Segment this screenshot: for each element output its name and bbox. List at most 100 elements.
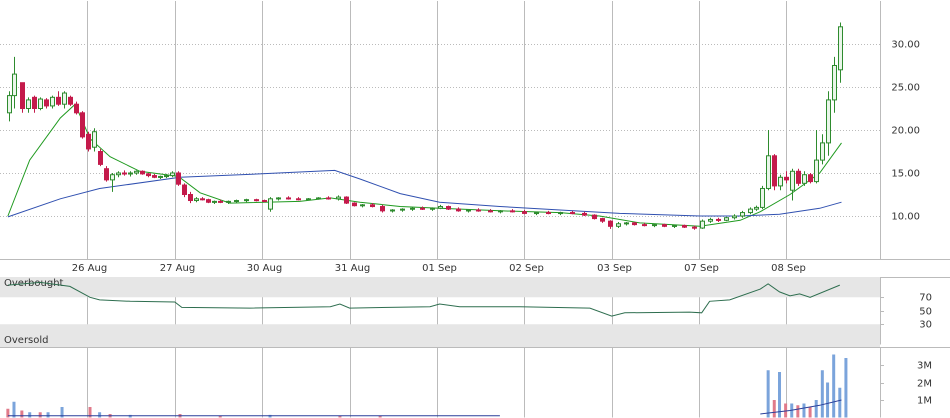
candle-body <box>838 26 843 71</box>
y-tick-label: 20.00 <box>891 126 920 137</box>
candle-body <box>182 184 187 195</box>
y-tick-label: 30 <box>919 320 932 331</box>
x-tick-label: 31 Aug <box>335 263 370 274</box>
candle-body <box>420 207 425 210</box>
candle-body <box>12 73 17 97</box>
candle-body <box>438 206 443 209</box>
candle-body <box>740 212 745 217</box>
candle-body <box>802 174 807 184</box>
candle-body <box>98 151 103 165</box>
candle-body <box>26 99 31 110</box>
volume-bar <box>814 400 818 418</box>
candle-body <box>692 226 697 229</box>
x-tick-label: 01 Sep <box>422 263 457 274</box>
volume-bar <box>12 401 16 418</box>
candle-body <box>86 133 91 150</box>
candle-body <box>558 212 563 215</box>
candle-body <box>600 218 605 222</box>
candle-body <box>336 196 341 200</box>
candle-body <box>352 202 357 207</box>
candle-body <box>134 170 139 174</box>
candle-body <box>760 187 765 208</box>
candle-body <box>488 210 493 213</box>
volume-average <box>7 399 842 417</box>
candle-body <box>766 155 771 189</box>
rsi-line <box>7 281 840 317</box>
volume-bar <box>20 410 24 418</box>
candle-body <box>20 82 25 109</box>
candle-body <box>390 209 395 212</box>
candle-body <box>624 222 629 225</box>
candle-body <box>44 99 49 107</box>
candle-body <box>176 172 181 185</box>
volume-bar <box>778 372 782 418</box>
candle-body <box>546 212 551 215</box>
candle-body <box>642 224 647 227</box>
candle-body <box>534 212 539 215</box>
x-tick-label: 26 Aug <box>72 263 107 274</box>
candle-body <box>826 99 831 144</box>
candle-body <box>672 224 677 227</box>
candle-body <box>212 200 217 203</box>
candle-body <box>796 170 801 184</box>
candle-body <box>784 176 789 181</box>
candle-body <box>170 172 175 177</box>
candle-body <box>286 197 291 200</box>
y-tick-label: 30.00 <box>891 40 920 51</box>
volume-bar <box>218 415 222 418</box>
candle-body <box>140 170 145 175</box>
candle-body <box>814 159 819 183</box>
candle-body <box>832 65 837 101</box>
candle-body <box>522 211 527 214</box>
candle-body <box>122 172 127 175</box>
candle-body <box>316 197 321 200</box>
x-tick-label: 30 Aug <box>247 263 282 274</box>
candle-body <box>662 224 667 227</box>
volume-bar <box>772 400 776 418</box>
volume-bar <box>844 358 848 418</box>
candle-body <box>116 172 121 176</box>
y-tick-label: 15.00 <box>891 169 920 180</box>
candle-body <box>682 224 687 228</box>
volume-bar <box>338 415 342 418</box>
y-tick-label: 25.00 <box>891 83 920 94</box>
candle-body <box>206 199 211 203</box>
candle-body <box>616 223 621 227</box>
candle-body <box>400 208 405 211</box>
candle-body <box>188 194 193 202</box>
candle-body <box>724 217 729 221</box>
candle-body <box>592 214 597 220</box>
candle-body <box>110 174 115 181</box>
volume-bar <box>766 370 770 418</box>
x-tick-label: 03 Sep <box>597 263 632 274</box>
candle-body <box>104 168 109 181</box>
candle-body <box>244 199 249 202</box>
volume-bar <box>802 403 806 418</box>
annotation: Oversold <box>4 335 49 346</box>
volume-bar <box>820 370 824 418</box>
candle-body <box>344 196 349 204</box>
candle-body <box>276 197 281 200</box>
candle-body <box>306 198 311 201</box>
volume-bar <box>832 354 836 418</box>
candle-body <box>446 206 451 210</box>
candle-body <box>790 170 795 191</box>
volume-bar <box>60 407 64 418</box>
y-tick-label: 70 <box>919 293 932 304</box>
candle-body <box>218 200 223 203</box>
candle-body <box>778 176 783 187</box>
candle-body <box>772 155 777 187</box>
oversold-band <box>0 324 880 347</box>
y-tick-label: 2M <box>917 379 932 390</box>
volume-bar <box>98 412 102 418</box>
candle-body <box>570 212 575 215</box>
candle-body <box>164 175 169 178</box>
candle-body <box>732 215 737 219</box>
volume-bar <box>808 407 812 418</box>
candle-body <box>370 204 375 208</box>
candle-body <box>7 95 12 114</box>
volume-bar <box>378 415 382 418</box>
candle-body <box>200 198 205 201</box>
candle-body <box>92 131 97 148</box>
